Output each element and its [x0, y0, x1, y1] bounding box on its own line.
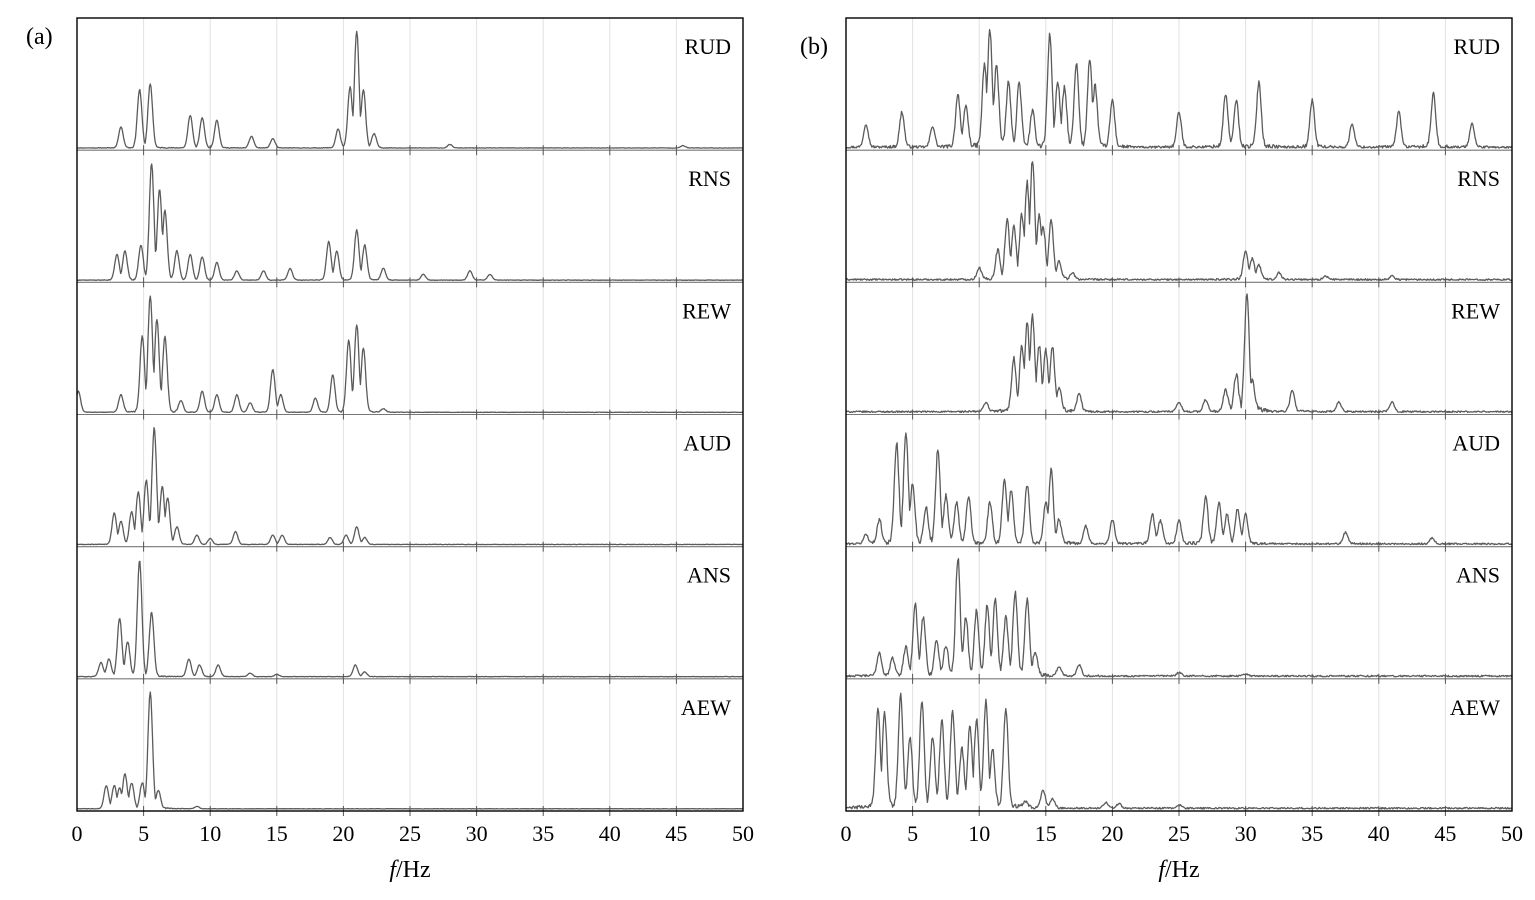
series-label-rud: RUD: [685, 34, 731, 59]
x-tick-label-30: 30: [466, 821, 488, 846]
x-tick-label-15: 15: [1035, 821, 1057, 846]
x-tick-label-50: 50: [1501, 821, 1523, 846]
series-trace-rud: [845, 29, 1513, 149]
x-tick-label-0: 0: [72, 821, 83, 846]
x-tick-label-15: 15: [266, 821, 288, 846]
x-tick-label-45: 45: [1434, 821, 1456, 846]
plot-frame: [845, 17, 1513, 812]
x-tick-label-50: 50: [732, 821, 754, 846]
series-label-aew: AEW: [681, 695, 731, 720]
series-trace-aew: [846, 692, 1513, 810]
x-tick-label-35: 35: [1301, 821, 1323, 846]
x-axis-label-unit: /Hz: [1165, 857, 1200, 883]
x-tick-label-25: 25: [1168, 821, 1190, 846]
x-tick-label-25: 25: [399, 821, 421, 846]
x-tick-label-30: 30: [1235, 821, 1257, 846]
series-label-rew: REW: [682, 298, 731, 323]
x-tick-label-10: 10: [199, 821, 221, 846]
x-tick-label-5: 5: [907, 821, 918, 846]
series-label-rns: RNS: [688, 166, 731, 191]
series-trace-aud: [845, 432, 1513, 546]
panel-b: (b) RUD RNS REW AUD ANS AEW 0 5 10 15 20 25 30 35 40 45…: [800, 17, 1523, 883]
series-label-aud: AUD: [1452, 431, 1500, 456]
x-tick-label-40: 40: [599, 821, 621, 846]
series-trace-ans: [845, 558, 1513, 678]
x-axis-label-symbol: f: [1158, 857, 1168, 883]
panel-b-label: (b): [800, 34, 828, 60]
x-axis-label-unit: /Hz: [396, 857, 431, 883]
x-tick-label-35: 35: [532, 821, 554, 846]
series-label-aud: AUD: [683, 431, 731, 456]
series-label-ans: ANS: [687, 563, 731, 588]
x-tick-label-20: 20: [1101, 821, 1123, 846]
series-label-ans: ANS: [1456, 563, 1500, 588]
series-label-rud: RUD: [1454, 34, 1500, 59]
x-axis-label: f/Hz: [1158, 857, 1199, 883]
x-axis-label: f/Hz: [389, 857, 430, 883]
x-tick-label-20: 20: [332, 821, 354, 846]
x-tick-label-45: 45: [665, 821, 687, 846]
series-label-rns: RNS: [1457, 166, 1500, 191]
series-label-aew: AEW: [1450, 695, 1500, 720]
series-label-rew: REW: [1451, 298, 1500, 323]
panel-a-label: (a): [26, 24, 53, 50]
x-axis-label-symbol: f: [389, 857, 399, 883]
panel-a: (a) RUD RNS REW AUD ANS AEW 0 5 10 15 20 25 30 35 40 45…: [26, 17, 754, 883]
x-tick-label-5: 5: [138, 821, 149, 846]
series-trace-rew: [845, 293, 1513, 414]
x-tick-label-40: 40: [1368, 821, 1390, 846]
x-tick-label-0: 0: [841, 821, 852, 846]
x-tick-label-10: 10: [968, 821, 990, 846]
plot-frame: [76, 17, 744, 812]
